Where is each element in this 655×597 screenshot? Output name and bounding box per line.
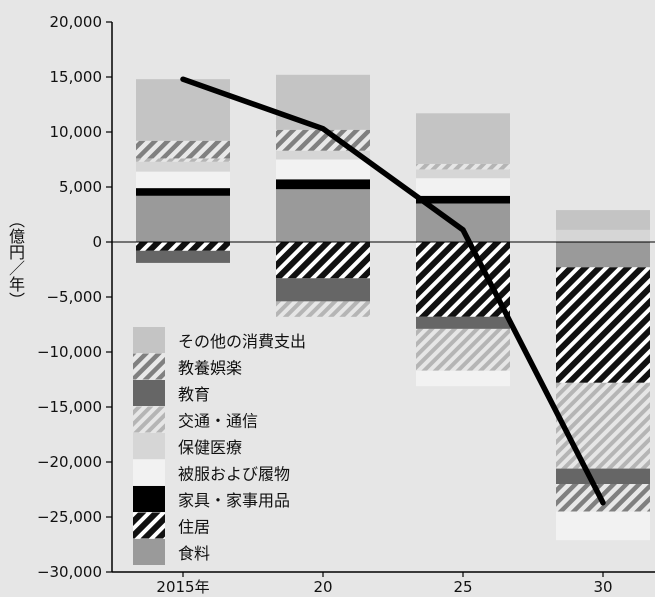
bar-segment [556, 382, 650, 469]
legend-label: その他の消費支出 [178, 332, 306, 351]
legend-swatch [133, 353, 165, 380]
legend-swatch [133, 459, 165, 486]
legend-swatch [133, 512, 165, 539]
bar-segment [416, 113, 510, 164]
legend-label: 被服および履物 [178, 465, 290, 484]
y-tick-label: 10,000 [50, 123, 103, 141]
bar-segment [136, 242, 230, 251]
y-tick-label: −10,000 [37, 343, 102, 361]
bar-segment [276, 242, 370, 279]
y-tick-label: −30,000 [37, 563, 102, 581]
bar-segment [556, 229, 650, 242]
total-line-layer [180, 76, 606, 506]
legend: その他の消費支出教養娯楽教育交通・通信保健医療被服および履物家具・家事用品住居食… [133, 327, 306, 565]
legend-swatch [133, 486, 165, 512]
x-tick-label: 2015年 [156, 578, 209, 596]
bar-segment [416, 370, 510, 387]
bar-segment [276, 179, 370, 190]
x-tick-label: 20 [313, 578, 332, 596]
bar-segment [276, 150, 370, 160]
bars-layer [136, 74, 650, 541]
bar-segment [416, 316, 510, 329]
y-tick-label: 0 [92, 233, 102, 251]
bar-segment [136, 158, 230, 162]
bar-segment [416, 178, 510, 196]
legend-label: 教養娯楽 [178, 359, 242, 378]
bar-segment [416, 328, 510, 371]
bar-segment [276, 74, 370, 130]
total-line [180, 76, 606, 506]
bar-segment [276, 189, 370, 242]
legend-label: 家具・家事用品 [178, 491, 290, 510]
legend-label: 住居 [178, 518, 210, 537]
bar-segment [136, 171, 230, 189]
legend-label: 教育 [178, 385, 210, 404]
bar-segment [556, 468, 650, 484]
y-tick-label: −25,000 [37, 508, 102, 526]
bar-segment [276, 129, 370, 151]
bar-segment [416, 195, 510, 204]
y-axis-label: （億円／年） [6, 212, 25, 308]
legend-swatch [133, 539, 165, 565]
bar-segment [416, 242, 510, 317]
bar-segment [556, 210, 650, 230]
bar-segment [136, 195, 230, 242]
y-tick-label: 20,000 [50, 13, 103, 31]
x-tick-label: 25 [453, 578, 472, 596]
legend-swatch [133, 380, 165, 406]
x-tick-label: 30 [593, 578, 612, 596]
y-tick-labels: 20,000 15,000 10,000 5,000 0 −5,000 −10,000 −15… [37, 13, 112, 581]
bar-segment [276, 301, 370, 317]
legend-swatch [133, 433, 165, 459]
bar-segment [136, 188, 230, 196]
bar-segment [556, 511, 650, 541]
bar-segment [136, 140, 230, 159]
bar-segment [416, 163, 510, 170]
x-tick-labels: 2015年 20 25 30 [156, 572, 613, 596]
legend-label: 食料 [178, 544, 210, 563]
y-tick-label: −15,000 [37, 398, 102, 416]
legend-swatch [133, 327, 165, 353]
bar-segment [136, 250, 230, 263]
y-tick-label: 5,000 [59, 178, 102, 196]
bar-segment [276, 278, 370, 302]
bar-segment [276, 159, 370, 180]
bar-segment [416, 169, 510, 179]
legend-swatch [133, 406, 165, 433]
bar-segment [556, 242, 650, 268]
legend-label: 保健医療 [178, 438, 242, 457]
legend-label: 交通・通信 [178, 412, 258, 431]
bar-segment [556, 267, 650, 383]
bar-segment [136, 161, 230, 172]
y-tick-label: 15,000 [50, 68, 103, 86]
y-tick-label: −5,000 [46, 288, 102, 306]
y-tick-label: −20,000 [37, 453, 102, 471]
